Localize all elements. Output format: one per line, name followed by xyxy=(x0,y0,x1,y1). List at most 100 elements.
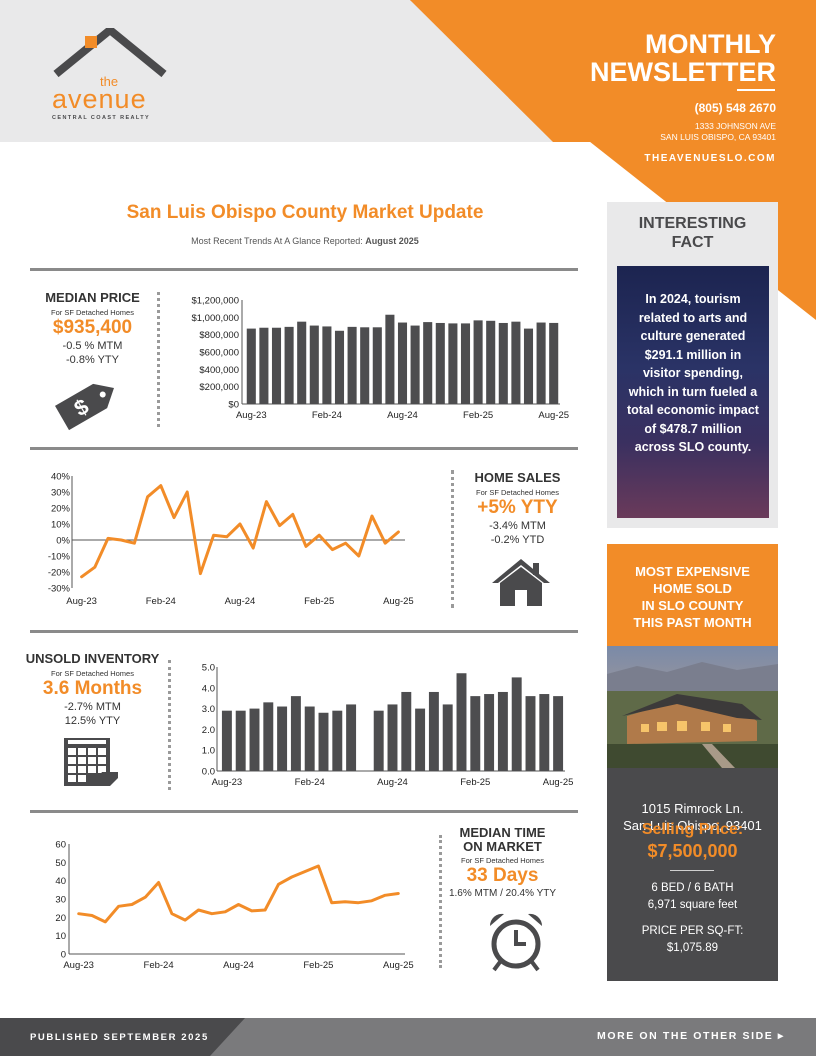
bar xyxy=(373,710,384,771)
y-tick-label: 40% xyxy=(51,472,71,483)
x-tick-label: Aug-23 xyxy=(63,960,94,971)
address-street: 1015 Rimrock Ln. xyxy=(641,801,744,816)
address-line-1: 1333 JOHNSON AVE xyxy=(694,121,776,131)
x-tick-label: Feb-24 xyxy=(144,960,174,971)
inventory-yty: 12.5% YTY xyxy=(64,715,121,727)
bar xyxy=(401,691,412,771)
title-line-1: MONTHLY xyxy=(644,29,776,59)
fact-title-line-2: FACT xyxy=(671,234,714,251)
median-price-mtm: -0.5 % MTM xyxy=(62,340,123,352)
time-on-market-change: 1.6% MTM / 20.4% YTY xyxy=(448,888,557,899)
bar xyxy=(360,327,370,404)
bar xyxy=(372,327,382,404)
y-tick-label: 30% xyxy=(51,488,71,499)
logo-small-text: the xyxy=(100,74,119,89)
dotted-separator xyxy=(439,835,442,968)
phone-number[interactable]: (805) 548 2670 xyxy=(694,101,776,115)
x-tick-label: Aug-25 xyxy=(538,410,569,421)
beds-baths: 6 BED / 6 BATH xyxy=(651,882,734,894)
y-tick-label: 4.0 xyxy=(202,683,215,694)
x-tick-label: Aug-23 xyxy=(236,410,267,421)
title-line-2: NEWSLETTER xyxy=(590,57,776,87)
y-tick-label: 3.0 xyxy=(202,704,215,715)
subtitle-text: Most Recent Trends At A Glance Reported: xyxy=(191,236,363,246)
x-tick-label: Aug-24 xyxy=(223,960,254,971)
bar xyxy=(498,322,508,404)
bar xyxy=(536,322,546,404)
expensive-title: MOST EXPENSIVE HOME SOLD IN SLO COUNTY T… xyxy=(607,563,778,631)
arrow-right-icon: ▸ xyxy=(777,1030,785,1042)
expensive-title-box xyxy=(607,544,778,646)
expensive-title-line-2: HOME SOLD xyxy=(653,581,732,596)
more-other-side[interactable]: MORE ON THE OTHER SIDE ▸ xyxy=(597,1030,785,1042)
roof-icon xyxy=(53,24,167,78)
y-tick-label: 0% xyxy=(56,536,70,547)
company-logo[interactable]: the avenue CENTRAL COAST REALTY xyxy=(52,24,172,123)
inventory-label: UNSOLD INVENTORY xyxy=(25,651,160,666)
bar xyxy=(297,321,307,404)
office-address: 1333 JOHNSON AVE SAN LUIS OBISPO, CA 934… xyxy=(660,121,776,143)
ppsf-label: PRICE PER SQ-FT: xyxy=(641,925,744,937)
bar xyxy=(553,696,564,771)
bar xyxy=(309,325,319,404)
section-divider xyxy=(30,268,578,271)
home-sales-chart: -30% -20% -10% 0% 10% 20% 30% 40% Aug-23 Feb-24 Au… xyxy=(48,472,414,608)
house-icon xyxy=(492,559,550,606)
market-title: San Luis Obispo County Market Update xyxy=(126,202,484,223)
bar xyxy=(525,696,536,771)
bar xyxy=(235,710,246,771)
section-divider xyxy=(30,447,578,450)
bar xyxy=(277,706,288,771)
bar xyxy=(259,327,269,404)
bar xyxy=(423,322,433,404)
bar xyxy=(497,691,508,771)
expensive-details-panel xyxy=(607,768,778,981)
y-tick-label: 5.0 xyxy=(202,663,215,674)
bar xyxy=(460,323,471,404)
bar xyxy=(387,704,398,771)
y-tick-label: $1,000,000 xyxy=(191,313,239,324)
bar xyxy=(486,320,496,404)
bar xyxy=(484,694,495,771)
x-tick-label: Aug-25 xyxy=(383,596,414,607)
y-tick-label: -10% xyxy=(48,552,71,563)
y-tick-label: 0.0 xyxy=(202,767,215,778)
section-divider xyxy=(30,810,578,813)
inventory-value: 3.6 Months xyxy=(42,678,143,699)
bar xyxy=(346,704,357,771)
y-tick-label: $1,200,000 xyxy=(191,296,239,307)
inventory-sub: For SF Detached Homes xyxy=(51,669,134,678)
y-tick-label: 40 xyxy=(55,876,66,887)
home-sales-mtm: -3.4% MTM xyxy=(489,520,546,532)
x-tick-label: Aug-25 xyxy=(383,960,414,971)
fact-title: INTERESTING FACT xyxy=(607,214,778,252)
footer-bar xyxy=(0,1018,816,1056)
section-divider xyxy=(30,630,578,633)
x-tick-label: Aug-25 xyxy=(543,777,574,788)
bar xyxy=(397,322,408,404)
home-sales-value: +5% YTY xyxy=(477,497,558,518)
bar xyxy=(221,710,232,771)
fact-title-line-1: INTERESTING xyxy=(638,215,747,232)
median-price-value: $935,400 xyxy=(52,317,133,338)
home-sales-sub: For SF Detached Homes xyxy=(476,488,559,497)
price-tag-icon: $ xyxy=(55,383,114,431)
y-tick-label: 2.0 xyxy=(202,725,215,736)
bar xyxy=(435,322,445,404)
expensive-title-line-1: MOST EXPENSIVE xyxy=(635,564,750,579)
bar xyxy=(511,321,521,404)
published-date: PUBLISHED SEPTEMBER 2025 xyxy=(30,1032,209,1043)
address-line-2: SAN LUIS OBISPO, CA 93401 xyxy=(660,132,776,142)
x-tick-label: Feb-24 xyxy=(295,777,325,788)
y-tick-label: 10 xyxy=(55,931,66,942)
fact-image xyxy=(617,266,769,518)
x-tick-label: Feb-25 xyxy=(460,777,490,788)
bar xyxy=(415,708,426,771)
website-link[interactable]: THEAVENUESLO.COM xyxy=(644,153,776,164)
address-city: San Luis Obispo, 93401 xyxy=(623,818,762,833)
dotted-separator xyxy=(157,292,160,427)
home-sales-ytd: -0.2% YTD xyxy=(490,534,545,546)
y-tick-label: 10% xyxy=(51,520,71,531)
y-tick-label: 20% xyxy=(51,504,71,515)
y-tick-label: $0 xyxy=(228,400,239,411)
